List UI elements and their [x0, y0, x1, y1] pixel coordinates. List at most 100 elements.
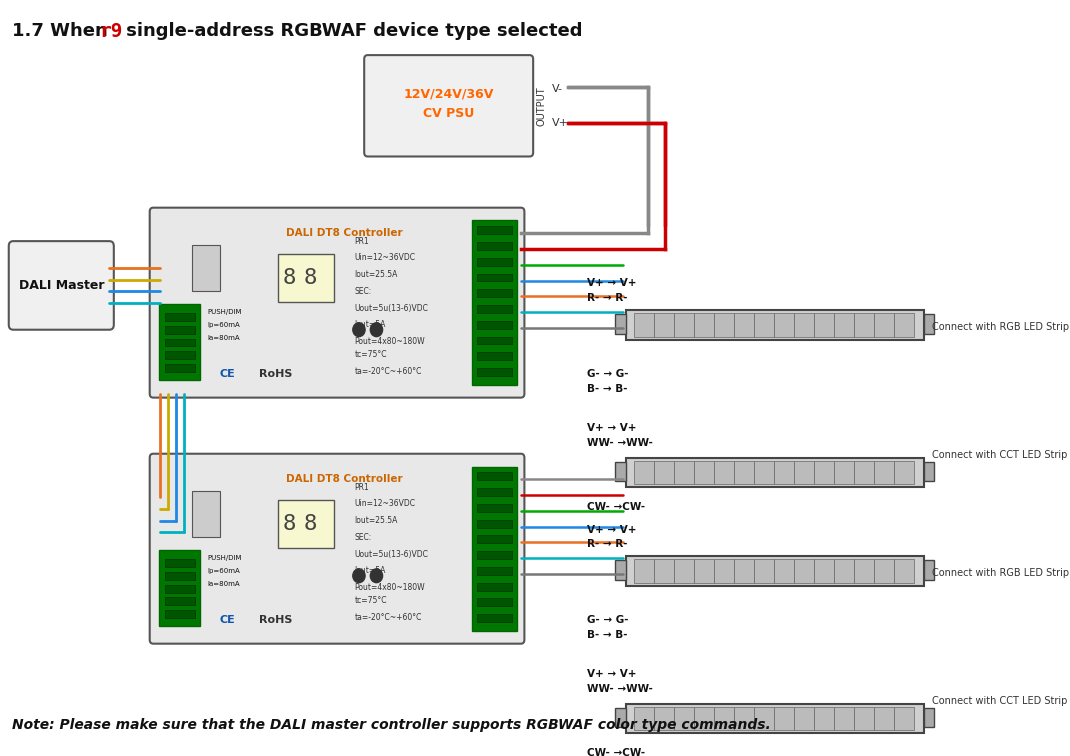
FancyBboxPatch shape: [150, 454, 524, 643]
Text: R- → R-: R- → R-: [586, 539, 627, 550]
FancyBboxPatch shape: [477, 519, 513, 528]
FancyBboxPatch shape: [674, 313, 693, 336]
Text: Ip=60mA: Ip=60mA: [208, 568, 241, 574]
Text: tc=75°C: tc=75°C: [354, 596, 387, 605]
FancyBboxPatch shape: [893, 460, 914, 485]
Circle shape: [370, 569, 383, 583]
Text: SEC:: SEC:: [354, 533, 371, 542]
FancyBboxPatch shape: [477, 242, 513, 250]
Text: Iout=25.5A: Iout=25.5A: [354, 516, 398, 525]
Text: R- → R-: R- → R-: [586, 293, 627, 303]
FancyBboxPatch shape: [714, 707, 734, 730]
Text: DALI DT8 Controller: DALI DT8 Controller: [286, 228, 402, 238]
FancyBboxPatch shape: [794, 559, 814, 583]
FancyBboxPatch shape: [814, 559, 834, 583]
FancyBboxPatch shape: [923, 708, 934, 727]
FancyBboxPatch shape: [854, 707, 874, 730]
Text: V-: V-: [551, 84, 563, 94]
Text: PUSH/DIM: PUSH/DIM: [208, 555, 242, 561]
Text: V+ → V+: V+ → V+: [586, 423, 636, 433]
Text: 8: 8: [282, 513, 295, 534]
FancyBboxPatch shape: [626, 457, 923, 487]
FancyBboxPatch shape: [165, 597, 195, 606]
Text: Connect with CCT LED Strip: Connect with CCT LED Strip: [932, 696, 1068, 706]
FancyBboxPatch shape: [734, 707, 754, 730]
FancyBboxPatch shape: [874, 313, 893, 336]
Text: tc=75°C: tc=75°C: [354, 350, 387, 359]
FancyBboxPatch shape: [893, 313, 914, 336]
Text: CV PSU: CV PSU: [423, 107, 474, 119]
Text: WW- →WW-: WW- →WW-: [586, 684, 653, 694]
Text: Uout=5u(13-6)VDC: Uout=5u(13-6)VDC: [354, 304, 428, 312]
FancyBboxPatch shape: [159, 304, 200, 380]
FancyBboxPatch shape: [714, 559, 734, 583]
FancyBboxPatch shape: [693, 313, 714, 336]
FancyBboxPatch shape: [654, 313, 674, 336]
FancyBboxPatch shape: [477, 226, 513, 234]
FancyBboxPatch shape: [9, 241, 113, 330]
FancyBboxPatch shape: [278, 500, 335, 548]
FancyBboxPatch shape: [477, 258, 513, 266]
FancyBboxPatch shape: [165, 584, 195, 593]
FancyBboxPatch shape: [364, 55, 533, 156]
Text: ta=-20°C~+60°C: ta=-20°C~+60°C: [354, 367, 422, 376]
Text: CW- →CW-: CW- →CW-: [586, 748, 645, 756]
Text: DALI DT8 Controller: DALI DT8 Controller: [286, 474, 402, 485]
FancyBboxPatch shape: [854, 559, 874, 583]
Text: Connect with RGB LED Strip: Connect with RGB LED Strip: [932, 568, 1070, 578]
FancyBboxPatch shape: [278, 254, 335, 302]
FancyBboxPatch shape: [477, 583, 513, 590]
FancyBboxPatch shape: [626, 556, 923, 586]
Text: 1.7 When: 1.7 When: [12, 22, 114, 39]
Text: Iout=5A: Iout=5A: [354, 321, 386, 330]
Text: Uin=12~36VDC: Uin=12~36VDC: [354, 500, 415, 509]
FancyBboxPatch shape: [477, 472, 513, 480]
FancyBboxPatch shape: [794, 460, 814, 485]
Text: V+ → V+: V+ → V+: [586, 669, 636, 679]
FancyBboxPatch shape: [165, 364, 195, 372]
Text: G- → G-: G- → G-: [586, 369, 628, 379]
Text: Ip=60mA: Ip=60mA: [208, 322, 241, 328]
Text: Note: Please make sure that the DALI master controller supports RGBWAF color typ: Note: Please make sure that the DALI mas…: [12, 718, 771, 733]
FancyBboxPatch shape: [814, 707, 834, 730]
FancyBboxPatch shape: [615, 560, 626, 580]
FancyBboxPatch shape: [654, 707, 674, 730]
FancyBboxPatch shape: [834, 313, 854, 336]
FancyBboxPatch shape: [192, 245, 219, 291]
Circle shape: [353, 569, 365, 583]
FancyBboxPatch shape: [714, 460, 734, 485]
Text: Pout=4x80~180W: Pout=4x80~180W: [354, 583, 425, 592]
FancyBboxPatch shape: [923, 462, 934, 482]
Text: 8: 8: [304, 513, 318, 534]
FancyBboxPatch shape: [923, 560, 934, 580]
FancyBboxPatch shape: [674, 460, 693, 485]
FancyBboxPatch shape: [477, 321, 513, 329]
Text: Pout=4x80~180W: Pout=4x80~180W: [354, 337, 425, 346]
FancyBboxPatch shape: [923, 314, 934, 333]
FancyBboxPatch shape: [159, 550, 200, 626]
Text: CE: CE: [219, 615, 235, 625]
Text: Uout=5u(13-6)VDC: Uout=5u(13-6)VDC: [354, 550, 428, 559]
FancyBboxPatch shape: [477, 614, 513, 622]
FancyBboxPatch shape: [477, 336, 513, 345]
FancyBboxPatch shape: [150, 208, 524, 398]
FancyBboxPatch shape: [754, 460, 774, 485]
FancyBboxPatch shape: [477, 488, 513, 496]
Text: Iout=25.5A: Iout=25.5A: [354, 270, 398, 279]
FancyBboxPatch shape: [774, 559, 794, 583]
FancyBboxPatch shape: [633, 707, 654, 730]
FancyBboxPatch shape: [165, 352, 195, 359]
Text: Connect with CCT LED Strip: Connect with CCT LED Strip: [932, 450, 1068, 460]
FancyBboxPatch shape: [633, 460, 654, 485]
Text: PR1: PR1: [354, 237, 369, 246]
FancyBboxPatch shape: [693, 707, 714, 730]
Text: SEC:: SEC:: [354, 287, 371, 296]
FancyBboxPatch shape: [192, 491, 219, 538]
Text: B- → B-: B- → B-: [586, 630, 627, 640]
FancyBboxPatch shape: [472, 466, 518, 631]
Text: 12V/24V/36V: 12V/24V/36V: [403, 87, 494, 100]
FancyBboxPatch shape: [477, 305, 513, 313]
FancyBboxPatch shape: [674, 559, 693, 583]
Text: RoHS: RoHS: [259, 369, 292, 379]
FancyBboxPatch shape: [814, 313, 834, 336]
